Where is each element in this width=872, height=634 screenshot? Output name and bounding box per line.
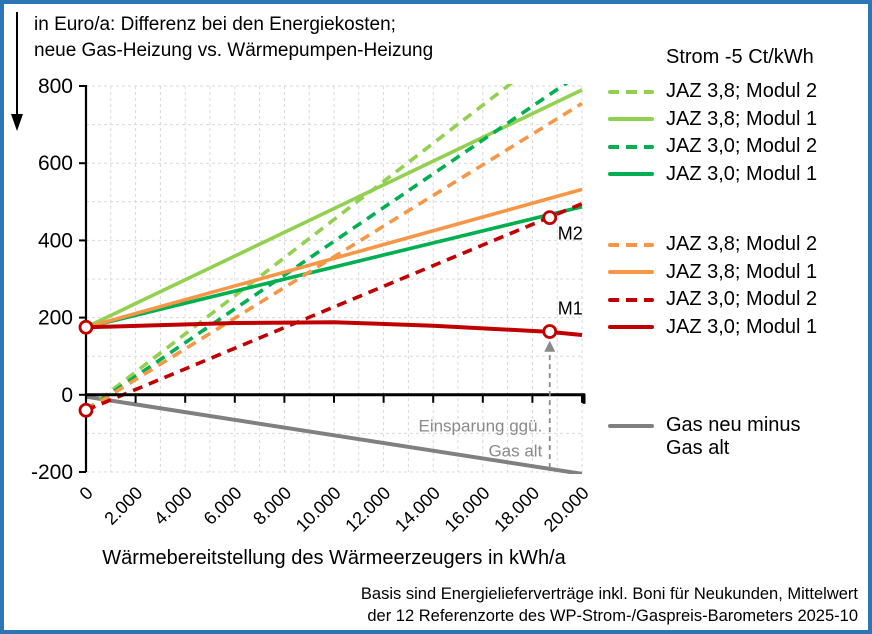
- legend-group-gas: Gas neu minus Gas alt: [608, 414, 868, 459]
- footnote-line2: der 12 Referenzorte des WP-Strom-/Gaspre…: [367, 607, 858, 625]
- chart-title-line2: neue Gas-Heizung vs. Wärmepumpen-Heizung: [34, 40, 434, 61]
- series-line-jaz38-modul1: [85, 187, 583, 330]
- x-tick-label: 14.000: [391, 483, 444, 536]
- legend-line-sample-icon: [608, 270, 654, 275]
- y-tick-label: 400: [38, 229, 73, 252]
- legend-item: JAZ 3,8; Modul 1: [608, 106, 868, 134]
- annotations: Einsparung ggü. Gas alt: [418, 340, 556, 469]
- y-tick-label: 600: [38, 152, 73, 175]
- x-tick-label: 2.000: [100, 483, 146, 529]
- y-tick-label: 800: [38, 75, 73, 98]
- x-axis-title: Wärmebereitstellung des Wärmeerzeugers i…: [102, 547, 566, 569]
- legend-item: JAZ 3,8; Modul 1: [608, 259, 868, 287]
- legend-item: JAZ 3,0; Modul 1: [608, 161, 868, 189]
- legend-group-strom-normal: JAZ 3,8; Modul 2 JAZ 3,8; Modul 1 JAZ 3,…: [608, 231, 868, 342]
- data-point-marker-m1: [542, 324, 558, 339]
- footnote-line1: Basis sind Energielieferverträge inkl. B…: [360, 585, 858, 603]
- gridlines: [86, 85, 583, 473]
- x-tick-label: 16.000: [441, 483, 494, 536]
- legend-line-sample-icon: [608, 89, 654, 94]
- legend-line-sample-icon: [608, 117, 654, 122]
- series-line-jaz30-modul2: [85, 202, 583, 412]
- data-point-marker-m2: [542, 210, 558, 226]
- legend-label: JAZ 3,8; Modul 2: [666, 233, 818, 256]
- marker-label-m1: M1: [558, 298, 583, 318]
- legend-item: JAZ 3,0; Modul 1: [608, 314, 868, 342]
- legend-line-sample-icon: [608, 242, 654, 247]
- x-tick-label: 18.000: [490, 483, 543, 536]
- legend-item: JAZ 3,0; Modul 2: [608, 286, 868, 314]
- legend-label-line2: Gas alt: [666, 437, 730, 459]
- legend-label-line1: Gas neu minus: [666, 414, 801, 436]
- point-markers: M2 M1: [78, 210, 583, 418]
- x-tick-label: 10.000: [292, 483, 345, 536]
- savings-arrow-head-icon: [544, 340, 556, 352]
- legend-label: JAZ 3,8; Modul 2: [666, 80, 818, 103]
- y-tick-label: 0: [61, 384, 73, 407]
- legend-label: JAZ 3,8; Modul 1: [666, 107, 818, 130]
- legend-label: JAZ 3,0; Modul 1: [666, 162, 818, 185]
- data-point-marker: [78, 319, 94, 335]
- marker-label-m2: M2: [558, 224, 583, 244]
- legend-label: JAZ 3,0; Modul 2: [666, 288, 818, 311]
- legend-group-strom-minus5: JAZ 3,8; Modul 2 JAZ 3,8; Modul 1 JAZ 3,…: [608, 78, 868, 189]
- legend-line-sample-icon: [608, 325, 654, 330]
- y-tick-label: 200: [38, 307, 73, 330]
- x-tick-label: 12.000: [341, 483, 394, 536]
- legend-label: JAZ 3,0; Modul 2: [666, 135, 818, 158]
- legend: Strom -5 Ct/kWh JAZ 3,8; Modul 2 JAZ 3,8…: [608, 44, 868, 459]
- x-tick-label: 20.000: [540, 483, 593, 536]
- series-line-gas-neu-minus-gas-alt: [85, 394, 583, 474]
- legend-line-sample-icon: [608, 297, 654, 302]
- legend-line-sample-icon: [608, 144, 654, 149]
- y-tick-label: -200: [31, 461, 73, 484]
- legend-label: Gas neu minus Gas alt: [666, 414, 801, 460]
- series-lines: [84, 84, 583, 474]
- x-tick-label: 8.000: [249, 483, 295, 529]
- x-tick-label: 4.000: [150, 483, 196, 529]
- direction-down-arrow-icon: [11, 12, 23, 131]
- chart-title-line1: in Euro/a: Differenz bei den Energiekost…: [34, 14, 396, 35]
- legend-item: JAZ 3,8; Modul 2: [608, 231, 868, 259]
- data-point-marker: [78, 402, 94, 418]
- legend-item: JAZ 3,8; Modul 2: [608, 78, 868, 106]
- series-line-strom5-jaz30-modul2: [84, 84, 569, 412]
- series-line-strom5-jaz30-modul1: [85, 205, 583, 330]
- legend-line-sample-icon: [608, 424, 654, 428]
- legend-label: JAZ 3,0; Modul 1: [666, 315, 818, 338]
- legend-item: Gas neu minus Gas alt: [608, 414, 868, 459]
- savings-annotation-line1: Einsparung ggü.: [418, 416, 542, 435]
- chart-title: in Euro/a: Differenz bei den Energiekost…: [34, 12, 433, 64]
- x-tick-label: 0: [76, 483, 97, 504]
- legend-heading: Strom -5 Ct/kWh: [666, 46, 814, 68]
- series-line-strom5-jaz38-modul2: [84, 84, 514, 412]
- savings-annotation-line2: Gas alt: [488, 442, 542, 461]
- legend-label: JAZ 3,8; Modul 1: [666, 260, 818, 283]
- legend-item: JAZ 3,0; Modul 2: [608, 133, 868, 161]
- footnote: Basis sind Energielieferverträge inkl. B…: [361, 583, 858, 627]
- x-tick-label: 6.000: [200, 483, 246, 529]
- legend-line-sample-icon: [608, 172, 654, 177]
